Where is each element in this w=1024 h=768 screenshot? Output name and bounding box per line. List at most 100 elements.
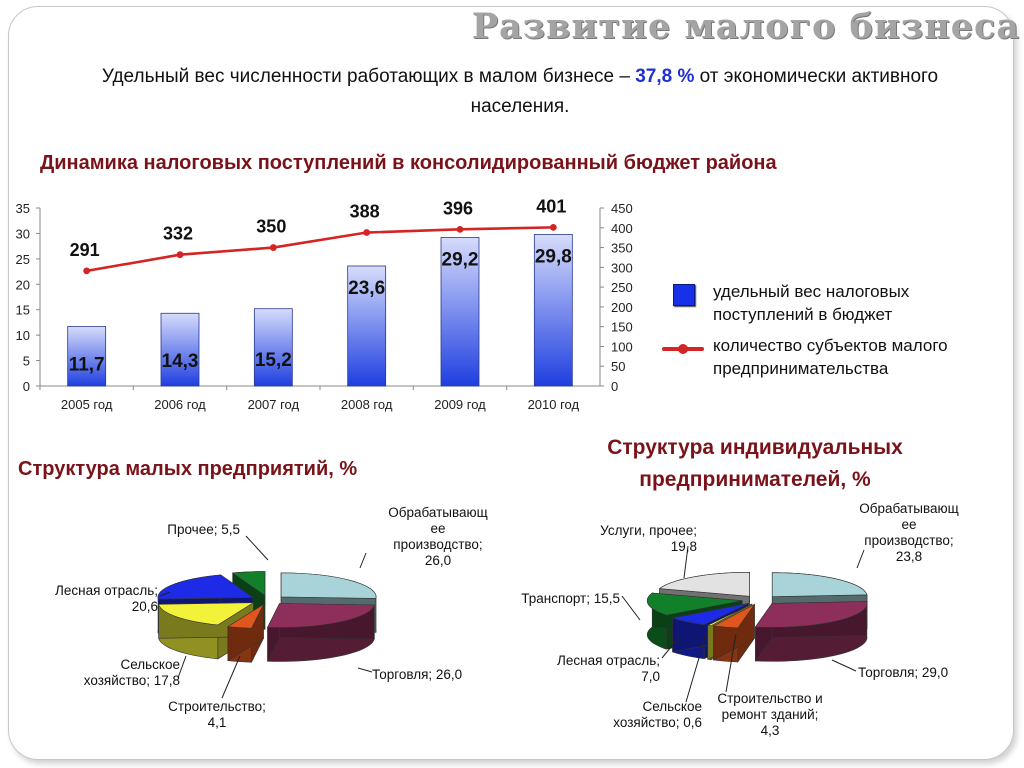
bar-data-label: 14,3 (162, 351, 199, 372)
line-point (363, 229, 371, 236)
individual-entrepreneurs-pie-chart (621, 545, 868, 703)
pie-slice (267, 603, 375, 628)
legend-item-bar-series: удельный вес налоговых поступлений в бюд… (660, 280, 1020, 328)
pie-slice (658, 572, 750, 597)
y-left-tick-label: 35 (16, 201, 30, 216)
y-right-tick-label: 150 (611, 320, 633, 335)
line-data-label: 388 (350, 202, 380, 222)
bar (160, 312, 200, 387)
pie1-leader-line (159, 591, 171, 597)
pie2-label-trade: Торговля; 29,0 (858, 665, 949, 680)
pie2-leader-line (856, 549, 865, 569)
pie-slice (157, 574, 254, 600)
line-point (176, 251, 184, 259)
subtitle-text: Удельный вес численности работающих в ма… (101, 66, 630, 87)
pie2-label-manufacturing: Обрабатывающ ее производство; 23,8 (859, 501, 959, 564)
legend-bar-label: удельный вес налоговых поступлений в бюд… (713, 282, 910, 324)
y-right-tick-label: 100 (611, 339, 633, 354)
line-point (83, 267, 91, 275)
legend-bar-swatch (673, 284, 695, 306)
pie1-leader-line (221, 655, 241, 699)
pie1-label-other: Прочее; 5,5 (167, 522, 240, 537)
bar (67, 326, 107, 387)
x-tick-label: 2010 год (528, 397, 580, 412)
bar-data-label: 23,6 (348, 278, 385, 299)
bar (533, 234, 573, 387)
y-right-tick-label: 200 (611, 300, 633, 315)
y-left-tick-label: 25 (16, 252, 30, 267)
x-tick-label: 2007 год (248, 397, 300, 412)
tax-revenue-bar-line-chart: 0510152025303505010015020025030035040045… (16, 196, 633, 412)
pie1-label-agriculture: Сельское хозяйство; 17,8 (83, 657, 180, 688)
small-enterprises-pie-chart (157, 535, 377, 699)
slide-title: Развитие малого бизнеса (471, 6, 1020, 47)
pie1-leader-line (177, 655, 187, 679)
pie1-label-trade: Торговля; 26,0 (372, 667, 463, 682)
line-data-label: 332 (163, 224, 193, 244)
dynamics-heading: Динамика налоговых поступлений в консоли… (40, 152, 777, 174)
pie2-label-agriculture: Сельское хозяйство; 0,6 (613, 699, 702, 730)
pie2-leader-line (831, 659, 857, 672)
line-data-label: 291 (70, 240, 100, 260)
line-point (269, 244, 277, 251)
pie-slice (771, 572, 868, 597)
bar (347, 265, 387, 387)
pie-slice (646, 592, 743, 616)
pie2-leader-line (683, 545, 689, 579)
pie1-leader-line (359, 552, 367, 569)
y-right-tick-label: 350 (611, 241, 633, 256)
y-left-tick-label: 20 (16, 277, 30, 292)
line-data-label: 396 (443, 198, 473, 218)
small-enterprises-heading: Структура малых предприятий, % (18, 458, 358, 480)
bar (253, 308, 293, 387)
line-data-label: 401 (536, 196, 566, 216)
x-tick-label: 2008 год (341, 397, 393, 412)
line-point (549, 223, 557, 231)
y-left-tick-label: 10 (16, 328, 30, 343)
pie1-label-forestry: Лесная отрасль; 20,6 (55, 583, 158, 614)
y-right-tick-label: 0 (611, 379, 618, 394)
pie2-label-transport: Транспорт; 15,5 (521, 591, 620, 606)
individual-entrepreneurs-heading: Структура индивидуальных предпринимателе… (607, 436, 903, 491)
pie-slice (706, 603, 753, 627)
bar-data-label: 29,8 (535, 246, 572, 267)
y-right-tick-label: 250 (611, 280, 633, 295)
line-point (456, 225, 464, 233)
line-data-label: 350 (256, 217, 286, 237)
legend-line-swatch (662, 344, 704, 354)
line-series (86, 226, 554, 273)
pie1-label-manufacturing: Обрабатывающ ее производство; 26,0 (388, 505, 488, 568)
x-tick-label: 2006 год (154, 397, 206, 412)
pie2-leader-line (661, 635, 681, 659)
bar-data-label: 29,2 (442, 249, 479, 270)
y-left-tick-label: 30 (16, 226, 30, 241)
pie-slice (280, 572, 377, 599)
pie-slice (712, 604, 755, 629)
x-tick-label: 2009 год (434, 397, 486, 412)
pie-slice (158, 602, 255, 626)
chart-legend: удельный вес налоговых поступлений в бюд… (660, 280, 1020, 388)
bar (440, 237, 480, 387)
pie2-label-services: Услуги, прочее; 19,8 (600, 523, 697, 554)
pie-slice (231, 571, 266, 597)
y-right-tick-label: 450 (611, 201, 633, 216)
bar-data-label: 15,2 (255, 350, 292, 371)
pie1-label-construction: Строительство; 4,1 (168, 699, 266, 730)
pie-slice (754, 601, 868, 628)
pie2-label-construction: Строительство и ремонт зданий; 4,3 (717, 691, 823, 738)
subtitle-text-end: от экономически активного населения. (470, 66, 939, 117)
x-tick-label: 2005 год (61, 397, 113, 412)
y-left-tick-label: 15 (16, 303, 30, 318)
y-left-tick-label: 5 (23, 354, 30, 369)
y-right-tick-label: 50 (611, 359, 625, 374)
pie2-leader-line (685, 633, 707, 703)
bar-data-label: 11,7 (69, 355, 105, 376)
pie2-leader-line (621, 595, 641, 621)
y-right-tick-label: 300 (611, 260, 633, 275)
y-left-tick-label: 0 (23, 379, 30, 394)
pie1-leader-line (245, 535, 269, 561)
y-right-tick-label: 400 (611, 221, 633, 236)
slide-subtitle: Удельный вес численности работающих в ма… (80, 62, 960, 122)
pie-slice (671, 603, 749, 626)
legend-item-line-series: количество субъектов малого предпринимат… (660, 334, 1020, 382)
